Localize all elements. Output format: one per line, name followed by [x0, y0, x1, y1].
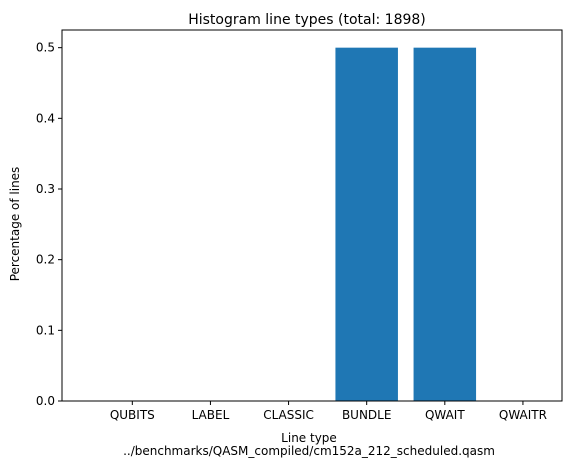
bar-bundle: [335, 47, 398, 402]
y-axis-label: Percentage of lines: [8, 167, 22, 282]
x-tick-label: QUBITS: [110, 408, 155, 422]
x-tick-label: BUNDLE: [342, 408, 392, 422]
plot-frame: [61, 29, 563, 402]
x-axis-ticks: QUBITS LABEL CLASSIC BUNDLE QWAIT QWAITR: [110, 401, 547, 422]
y-axis-ticks: 0.0 0.1 0.2 0.3 0.4 0.5: [36, 41, 62, 408]
y-tick-label: 0.0: [36, 394, 55, 408]
x-axis-sublabel: ../benchmarks/QASM_compiled/cm152a_212_s…: [123, 444, 495, 458]
x-tick-label: QWAIT: [425, 408, 465, 422]
bar-qwait: [413, 47, 477, 402]
x-tick-label: QWAITR: [499, 408, 547, 422]
x-axis-label: Line type: [281, 431, 337, 445]
bars-group: [335, 47, 477, 402]
y-tick-label: 0.3: [36, 182, 55, 196]
y-tick-label: 0.5: [36, 41, 55, 55]
y-tick-label: 0.4: [36, 111, 55, 125]
y-tick-label: 0.2: [36, 253, 55, 267]
x-tick-label: CLASSIC: [263, 408, 314, 422]
x-tick-label: LABEL: [192, 408, 230, 422]
chart-title: Histogram line types (total: 1898): [188, 12, 426, 28]
y-tick-label: 0.1: [36, 323, 55, 337]
